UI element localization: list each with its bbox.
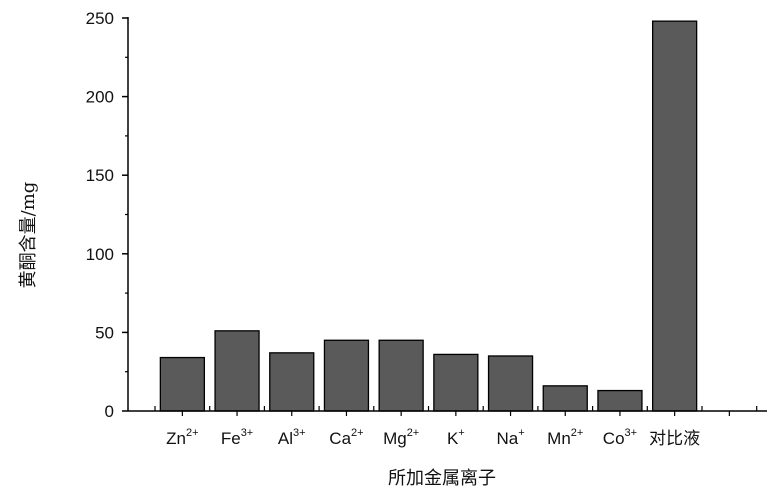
bar — [214, 330, 260, 412]
bar — [597, 389, 643, 412]
y-axis-ticks: 0 50 100 150 200 250 — [86, 9, 128, 421]
y-tick-label: 50 — [95, 323, 114, 342]
x-tick-label: Zn2+ — [166, 427, 198, 448]
x-axis-ticks: Zn2+ Fe3+ Al3+ Ca2+ Mg2+ K+ Na+ Mn2+ Co3+ 对比液 — [154, 406, 758, 448]
bar — [323, 339, 370, 412]
bar — [159, 356, 206, 412]
bar — [487, 355, 534, 412]
bar — [652, 20, 698, 412]
x-tick-label: Ca2+ — [329, 427, 363, 448]
bar — [269, 352, 315, 412]
x-tick-label: Co3+ — [603, 427, 637, 448]
bar — [542, 385, 588, 412]
y-tick-label: 100 — [86, 245, 114, 264]
bars — [159, 20, 698, 412]
y-tick-label: 150 — [86, 166, 114, 185]
y-tick-label: 250 — [86, 9, 114, 28]
x-tick-label: Al3+ — [278, 427, 306, 448]
y-tick-label: 0 — [105, 402, 114, 421]
y-tick-label: 200 — [86, 88, 114, 107]
bar — [433, 353, 479, 412]
x-tick-label: Fe3+ — [221, 427, 253, 448]
x-tick-label: K+ — [447, 427, 465, 448]
x-tick-label: Na+ — [496, 427, 524, 448]
y-axis-title: 黄酮含量/mg — [18, 182, 39, 289]
x-tick-label: Mg2+ — [383, 427, 419, 448]
x-axis-title: 所加金属离子 — [388, 468, 496, 489]
bar — [378, 339, 424, 412]
x-tick-label: Mn2+ — [547, 427, 583, 448]
x-tick-label: 对比液 — [649, 429, 700, 448]
